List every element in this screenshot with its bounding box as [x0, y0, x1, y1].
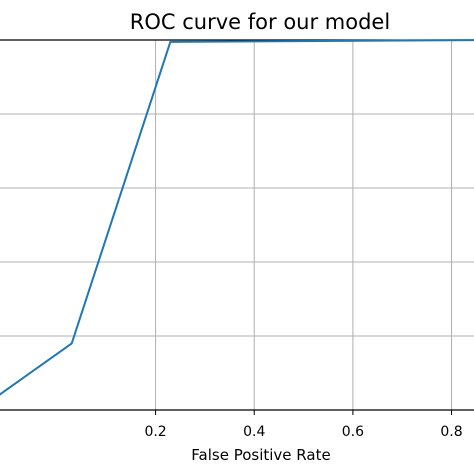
series-layer — [0, 39, 474, 396]
chart-title: ROC curve for our model — [130, 10, 390, 34]
x-tick-label-3: 0.8 — [440, 424, 462, 440]
roc-curve-line-0 — [0, 39, 474, 396]
x-tick-label-2: 0.6 — [342, 424, 364, 440]
x-axis-label: False Positive Rate — [191, 446, 330, 464]
grid-layer — [0, 39, 474, 410]
x-tick-label-1: 0.4 — [243, 424, 265, 440]
axis-layer — [0, 39, 474, 415]
x-tick-label-0: 0.2 — [144, 424, 166, 440]
tick-label-layer: 0.2 0.4 0.6 0.8 — [144, 424, 462, 440]
